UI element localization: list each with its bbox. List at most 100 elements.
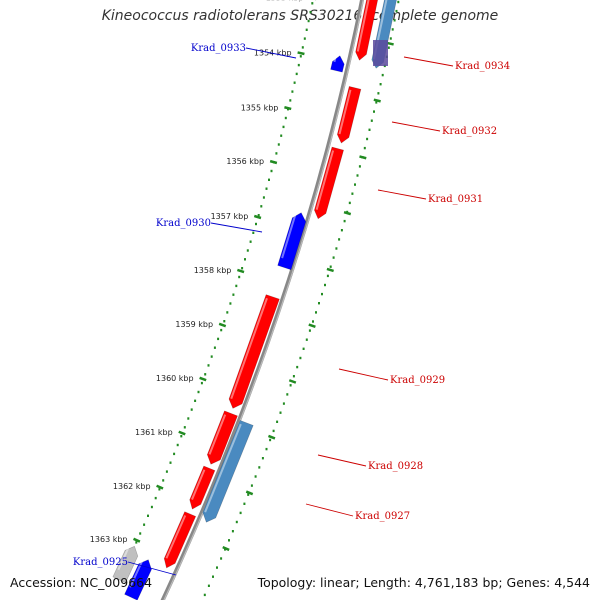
left-track-dot [260, 205, 263, 208]
right-track-dot [354, 183, 356, 186]
left-track-dot [262, 196, 265, 199]
right-track-dot [321, 292, 323, 296]
right-track-dot [308, 329, 311, 332]
gene-krad-0931 [314, 146, 344, 220]
right-track-dot [250, 484, 253, 487]
gene-krad-0934 [355, 0, 378, 61]
left-track-dot [183, 426, 186, 429]
scale-tick [178, 430, 186, 436]
right-track-dot [235, 520, 238, 524]
left-track-dot [220, 328, 223, 332]
right-track-dot [265, 447, 268, 451]
left-track-dot [297, 63, 300, 67]
gene-label-krad-0931: Krad_0931 [428, 194, 483, 205]
scale-tick [133, 537, 141, 543]
right-track-dot [358, 165, 361, 168]
scale-tick-label: 1358 kbp [194, 266, 232, 275]
gene-krad-0929-shading [230, 297, 268, 400]
right-track-dot [389, 37, 392, 40]
gene-krad-0926-shading [165, 515, 187, 559]
right-track-dot [239, 511, 242, 515]
feature-grey-bottom-shading [117, 546, 130, 571]
left-track-dot [299, 55, 302, 58]
left-track-dot [162, 479, 165, 482]
scale-tick [269, 159, 278, 165]
feature-overlap-top [373, 40, 388, 66]
feature-steelblue-mid-shading [204, 423, 242, 513]
left-track-dot [275, 152, 278, 155]
gene-krad-0932-shading [338, 89, 352, 135]
right-track-dot [375, 101, 378, 104]
scale-tick [236, 268, 245, 274]
left-track-dot [176, 443, 179, 447]
right-track-dot [356, 174, 359, 177]
genome-title: Kineococcus radiotolerans SRS30216, comp… [101, 8, 499, 24]
left-track-dot [187, 417, 190, 420]
left-track-dot [311, 2, 314, 5]
left-track-dot [305, 28, 308, 31]
right-track-dot [286, 393, 289, 396]
right-track-dot [335, 247, 338, 250]
gene-krad-0934-shading [356, 0, 370, 52]
left-track-dot [255, 222, 257, 226]
scale-tick [297, 51, 305, 56]
left-track-dot [282, 125, 285, 129]
scale-tick-right [359, 155, 367, 160]
genome-backbone [160, 0, 365, 600]
scale-tick-right [343, 210, 352, 216]
left-track-dot [252, 231, 255, 234]
gene-krad-0926 [163, 511, 197, 569]
left-track-dot [158, 488, 161, 491]
left-track-dot [200, 381, 203, 385]
left-track-dot [229, 302, 232, 305]
gene-label-krad-0930: Krad_0930 [156, 218, 211, 229]
left-track-dot [246, 249, 249, 252]
right-track-dot [292, 375, 295, 378]
scale-tick-label: 1355 kbp [241, 103, 279, 112]
scale-tick-label: 1356 kbp [226, 157, 264, 166]
gene-krad-0928 [206, 410, 238, 465]
scale-tick-right [245, 490, 254, 496]
left-track-dot [217, 337, 220, 341]
right-track-dot [231, 530, 234, 533]
scale-tick [218, 322, 227, 328]
right-track-dot [397, 0, 400, 4]
scale-tick [284, 106, 292, 111]
leader-line-krad-0934 [403, 56, 454, 67]
right-track-dot [272, 429, 275, 433]
right-track-dot [212, 575, 214, 578]
right-track-dot [261, 457, 264, 460]
scale-tick-label: 1360 kbp [156, 374, 194, 383]
right-track-dot [381, 73, 384, 77]
left-track-dot [169, 461, 172, 464]
leader-line-krad-0930 [210, 222, 263, 233]
scale-tick-right [267, 434, 276, 440]
right-track-dot [351, 192, 354, 195]
left-track-dot [249, 240, 252, 243]
right-track-dot [373, 110, 375, 113]
leader-line-krad-0933 [245, 47, 297, 59]
right-track-dot [348, 201, 351, 205]
right-track-dot [329, 265, 332, 268]
left-track-dot [154, 496, 157, 500]
left-track-dot [257, 214, 260, 217]
scale-tick [253, 214, 262, 220]
right-track-dot [305, 338, 308, 341]
gene-label-krad-0932: Krad_0932 [442, 126, 497, 137]
right-track-dot [247, 493, 250, 496]
scale-tick [199, 376, 207, 382]
right-track-dot [332, 256, 335, 259]
gene-label-krad-0933: Krad_0933 [191, 43, 246, 54]
left-track-dot [235, 284, 238, 288]
left-track-dot [303, 37, 306, 40]
left-track-dot [309, 10, 312, 14]
scale-tick-label: 1363 kbp [90, 535, 128, 544]
feature-grey-bottom [112, 545, 139, 584]
genome-backbone-highlight [163, 0, 364, 600]
gene-krad-0930 [277, 212, 307, 271]
right-track-dot [228, 539, 230, 542]
left-track-dot [295, 72, 298, 76]
left-track-dot [173, 452, 176, 456]
